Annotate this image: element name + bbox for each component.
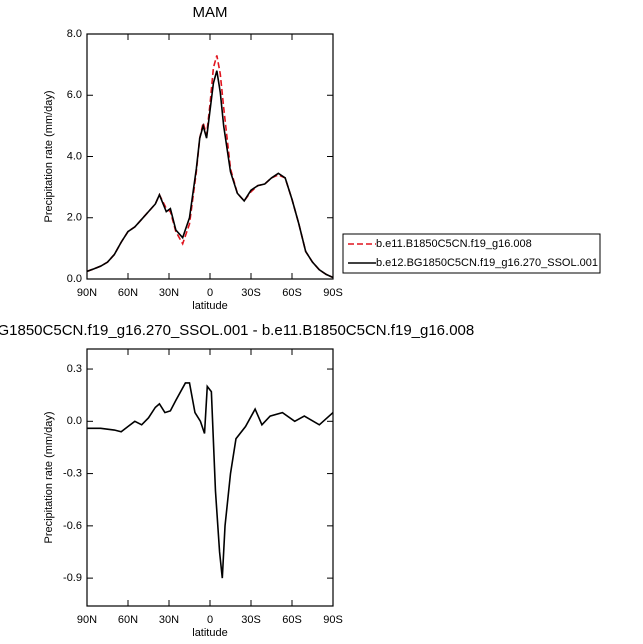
x-tick-label: 30S <box>241 614 261 626</box>
x-tick-label: 30N <box>159 614 179 626</box>
y-tick-label: 2.0 <box>67 212 82 224</box>
legend-label: b.e11.B1850C5CN.f19_g16.008 <box>376 238 532 250</box>
y-tick-label: 4.0 <box>67 150 82 162</box>
x-tick-label: 90S <box>323 614 343 626</box>
x-axis-label: latitude <box>192 300 227 312</box>
plot-frame <box>86 33 334 280</box>
y-axis-label: Precipitation rate (mm/day) <box>43 90 55 222</box>
y-tick-label: 8.0 <box>67 28 82 40</box>
chart-title: MAM <box>193 4 228 21</box>
x-tick-label: 60N <box>118 614 138 626</box>
y-tick-label: -0.9 <box>63 572 82 584</box>
data-line <box>87 70 333 279</box>
x-tick-label: 60S <box>282 287 302 299</box>
x-tick-label: 0 <box>207 614 213 626</box>
y-tick-label: 0.0 <box>67 415 82 427</box>
y-tick-label: -0.6 <box>63 520 82 532</box>
x-tick-label: 30N <box>159 287 179 299</box>
legend-box <box>342 233 601 274</box>
data-line <box>87 55 333 279</box>
x-tick-label: 60S <box>282 614 302 626</box>
x-tick-label: 60N <box>118 287 138 299</box>
x-tick-label: 30S <box>241 287 261 299</box>
legend-label: b.e12.BG1850C5CN.f19_g16.270_SSOL.001 <box>376 257 598 269</box>
y-axis-label: Precipitation rate (mm/day) <box>43 411 55 543</box>
chart-title: b.e12.BG1850C5CN.f19_g16.270_SSOL.001 - … <box>0 322 474 339</box>
x-tick-label: 90S <box>323 287 343 299</box>
plot-frame <box>86 348 334 607</box>
x-tick-label: 0 <box>207 287 213 299</box>
x-tick-label: 90N <box>77 287 97 299</box>
y-tick-label: 0.0 <box>67 273 82 285</box>
y-tick-label: -0.3 <box>63 467 82 479</box>
data-line <box>87 382 333 579</box>
x-tick-label: 90N <box>77 614 97 626</box>
y-tick-label: 0.3 <box>67 363 82 375</box>
y-tick-label: 6.0 <box>67 89 82 101</box>
x-axis-label: latitude <box>192 627 227 639</box>
